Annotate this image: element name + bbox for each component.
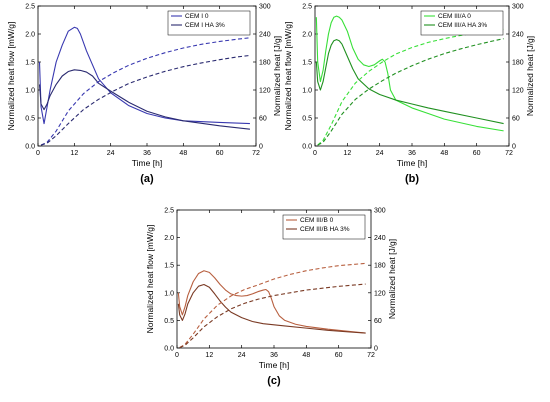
y2-tick-label: 180	[374, 263, 386, 270]
y2-tick-label: 300	[259, 4, 271, 11]
panel-label: (b)	[405, 173, 419, 185]
x-tick-label: 0	[36, 150, 40, 157]
heat-flow-line-1	[315, 15, 504, 132]
chart-panel-1: 0 12 24 36 48 60 72 0.0 0.5 1.0 1.5 2.0 2.5 0 60 120 180…	[6, 4, 282, 186]
x-axis-title: Time [h]	[132, 158, 162, 168]
y-tick-label: 1.5	[25, 60, 35, 67]
y2-tick-label: 0	[259, 144, 263, 151]
y-tick-label: 1.0	[164, 290, 174, 297]
legend-entry: CEM I 0	[185, 13, 209, 20]
chart-panel-3: 0 12 24 36 48 60 72 0.0 0.5 1.0 1.5 2.0 2.5 0 60 120 180…	[145, 208, 397, 388]
y-tick-label: 2.0	[164, 235, 174, 242]
y2-tick-label: 120	[259, 88, 271, 95]
x-tick-label: 48	[179, 150, 187, 157]
legend-entry: CEM III/A 0	[438, 13, 471, 20]
x-tick-label: 0	[313, 150, 317, 157]
y-tick-label: 0.5	[25, 116, 35, 123]
y-tick-label: 0.0	[25, 144, 35, 151]
chart-panel-2: 0 12 24 36 48 60 72 0.0 0.5 1.0 1.5 2.0 2.5 0 60 120 180…	[283, 4, 535, 186]
y-tick-label: 2.5	[302, 4, 312, 11]
y-tick-label: 0.5	[302, 116, 312, 123]
cumulative-heat-line-3	[40, 37, 251, 146]
x-tick-label: 72	[367, 352, 375, 359]
x-tick-label: 0	[175, 352, 179, 359]
cumulative-heat-line-4	[179, 283, 366, 348]
panel-label: (a)	[140, 173, 154, 185]
x-axis-title: Time [h]	[259, 360, 289, 370]
legend: CEM III/B 0 CEM III/B HA 3%	[282, 214, 366, 240]
y2-tick-label: 180	[512, 60, 524, 67]
y2-tick-label: 0	[374, 346, 378, 353]
y-tick-label: 0.5	[164, 318, 174, 325]
y2-tick-label: 60	[374, 318, 382, 325]
heat-flow-line-2	[315, 39, 504, 125]
heat-flow-line-1	[177, 270, 366, 334]
x-tick-label: 36	[408, 150, 416, 157]
x-tick-label: 12	[70, 150, 78, 157]
y2-tick-label: 240	[512, 32, 524, 39]
y2-tick-label: 240	[259, 32, 271, 39]
x-tick-label: 24	[376, 150, 384, 157]
heat-flow-line-2	[38, 69, 251, 130]
y-tick-label: 1.0	[25, 88, 35, 95]
x-tick-label: 48	[440, 150, 448, 157]
cumulative-heat-line-3	[179, 262, 366, 348]
y-tick-label: 2.5	[25, 4, 35, 11]
x-tick-label: 72	[505, 150, 513, 157]
x-tick-label: 12	[205, 352, 213, 359]
y-tick-label: 1.5	[164, 263, 174, 270]
x-tick-label: 36	[270, 352, 278, 359]
heat-flow-line-2	[177, 283, 366, 334]
y-axis-title: Normalized heat flow [mW/g]	[145, 225, 155, 334]
y-tick-label: 0.0	[164, 346, 174, 353]
x-tick-label: 12	[343, 150, 351, 157]
legend-entry: CEM III/B 0	[300, 217, 334, 224]
legend-box	[420, 10, 504, 36]
x-tick-label: 60	[473, 150, 481, 157]
x-tick-label: 48	[302, 352, 310, 359]
x-tick-label: 36	[143, 150, 151, 157]
y2-axis-title: Normalized heat [J/g]	[387, 239, 397, 319]
legend: CEM I 0 CEM I HA 3%	[167, 10, 251, 36]
y2-tick-label: 300	[512, 4, 524, 11]
y-axis-title: Normalized heat flow [mW/g]	[6, 22, 16, 131]
y2-tick-label: 240	[374, 235, 386, 242]
x-tick-label: 72	[252, 150, 260, 157]
y2-tick-label: 60	[512, 116, 520, 123]
cumulative-heat-line-3	[317, 28, 504, 146]
y-tick-label: 1.0	[302, 88, 312, 95]
y-tick-label: 1.5	[302, 60, 312, 67]
legend-entry: CEM III/B HA 3%	[300, 226, 350, 233]
y2-tick-label: 60	[259, 116, 267, 123]
y-axis-title: Normalized heat flow [mW/g]	[283, 22, 293, 131]
legend-entry: CEM I HA 3%	[185, 22, 225, 29]
legend-entry: CEM III/A HA 3%	[438, 22, 487, 29]
y-tick-label: 2.5	[164, 208, 174, 215]
y2-tick-label: 120	[374, 290, 386, 297]
legend-box	[282, 214, 366, 240]
y2-axis-title: Normalized heat [J/g]	[525, 36, 535, 116]
y-tick-label: 2.0	[25, 32, 35, 39]
x-tick-label: 60	[335, 352, 343, 359]
y-tick-label: 2.0	[302, 32, 312, 39]
x-axis-title: Time [h]	[397, 158, 427, 168]
heat-flow-line-1	[38, 26, 250, 125]
cumulative-heat-line-4	[40, 54, 251, 146]
y2-tick-label: 0	[512, 144, 516, 151]
y2-tick-label: 300	[374, 208, 386, 215]
y2-tick-label: 180	[259, 60, 271, 67]
legend: CEM III/A 0 CEM III/A HA 3%	[420, 10, 504, 36]
y2-axis-title: Normalized heat [J/g]	[272, 36, 282, 116]
legend-box	[167, 10, 251, 36]
y2-tick-label: 120	[512, 88, 524, 95]
y-tick-label: 0.0	[302, 144, 312, 151]
x-tick-label: 60	[216, 150, 224, 157]
panel-label: (c)	[267, 375, 281, 387]
x-tick-label: 24	[238, 352, 246, 359]
x-tick-label: 24	[107, 150, 115, 157]
cumulative-heat-line-4	[317, 38, 504, 146]
